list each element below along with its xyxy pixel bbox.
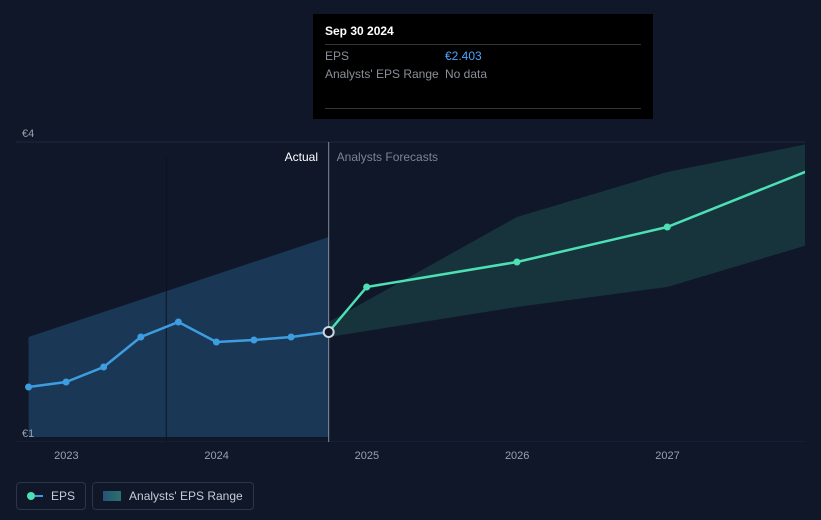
forecast-label: Analysts Forecasts bbox=[337, 150, 438, 164]
legend-swatch bbox=[27, 492, 43, 500]
tooltip-label: EPS bbox=[325, 49, 445, 63]
legend-item-eps[interactable]: EPS bbox=[16, 482, 86, 510]
tooltip-label: Analysts' EPS Range bbox=[325, 67, 445, 81]
tooltip-value: No data bbox=[445, 67, 487, 81]
legend: EPS Analysts' EPS Range bbox=[16, 482, 254, 510]
tooltip-row-eps: EPS €2.403 bbox=[325, 45, 641, 63]
legend-label: Analysts' EPS Range bbox=[129, 489, 243, 503]
y-axis-label: €4 bbox=[22, 128, 34, 140]
x-axis-label: 2023 bbox=[54, 450, 78, 462]
actual-label: Actual bbox=[285, 150, 318, 164]
chart-tooltip: Sep 30 2024 EPS €2.403 Analysts' EPS Ran… bbox=[313, 14, 653, 119]
legend-swatch bbox=[103, 491, 121, 501]
legend-item-range[interactable]: Analysts' EPS Range bbox=[92, 482, 254, 510]
legend-label: EPS bbox=[51, 489, 75, 503]
x-axis-label: 2025 bbox=[355, 450, 379, 462]
x-axis-label: 2024 bbox=[204, 450, 228, 462]
tooltip-value: €2.403 bbox=[445, 49, 482, 63]
x-axis-label: 2026 bbox=[505, 450, 529, 462]
y-axis-label: €1 bbox=[22, 428, 34, 440]
tooltip-date: Sep 30 2024 bbox=[325, 24, 641, 45]
tooltip-spacer bbox=[325, 81, 641, 109]
x-axis-label: 2027 bbox=[655, 450, 679, 462]
tooltip-row-range: Analysts' EPS Range No data bbox=[325, 63, 641, 81]
